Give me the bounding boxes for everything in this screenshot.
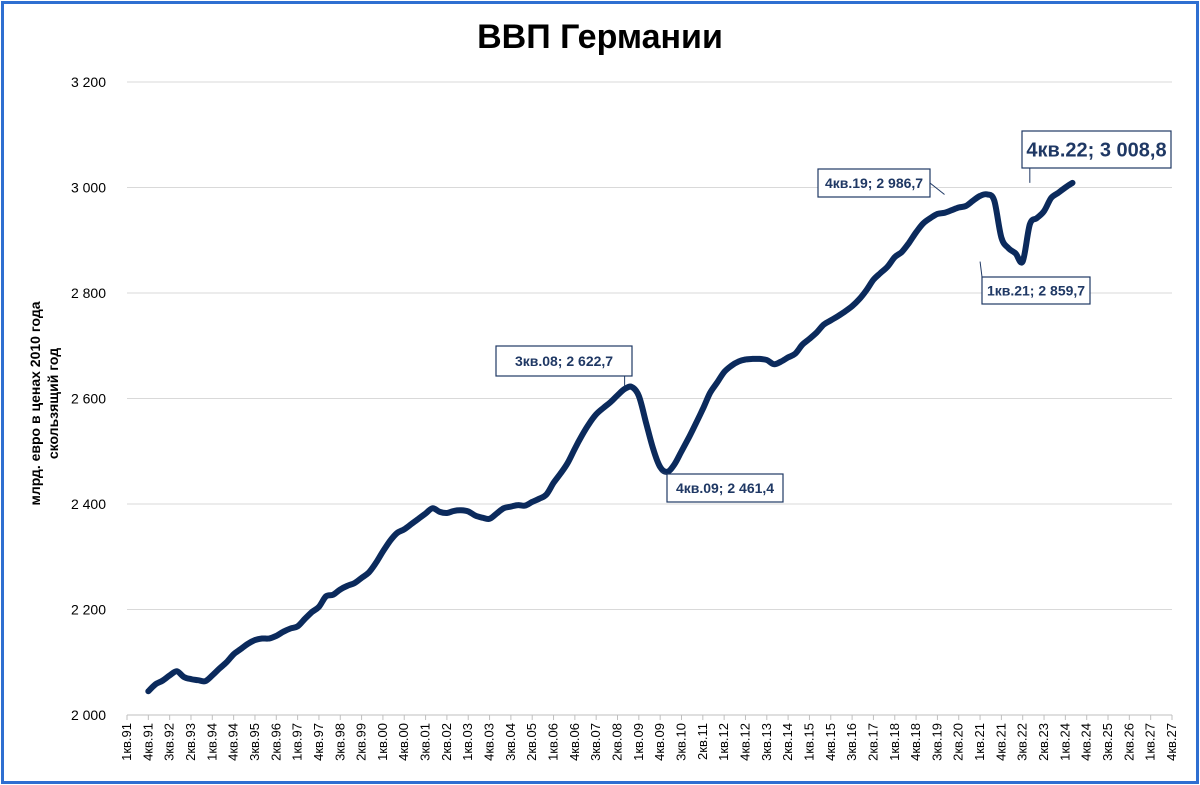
x-tick-label: 3кв.95 [247, 723, 262, 761]
x-tick-label: 2кв.20 [951, 723, 966, 761]
x-tick-label: 2кв.96 [268, 723, 283, 761]
x-tick-label: 2кв.17 [865, 723, 880, 761]
y-tick-label: 2 200 [71, 602, 106, 618]
series-line [145, 179, 1076, 695]
x-tick-label: 3кв.92 [162, 723, 177, 761]
annotations: 3кв.08; 2 622,7 4кв.09; 2 461,4 4кв.19; 2 … [495, 130, 1172, 503]
annotation-label: 4кв.09; 2 461,4 [676, 480, 774, 496]
annotation-callout: 3кв.08; 2 622,7 [495, 345, 633, 387]
annotation-leader [979, 261, 983, 278]
x-tick-label: 1кв.00 [375, 723, 390, 761]
x-tick-label: 1кв.09 [631, 723, 646, 761]
x-tick-label: 2кв.14 [780, 723, 795, 761]
x-tick-label: 1кв.06 [546, 723, 561, 761]
x-tick-label: 1кв.97 [290, 723, 305, 761]
series-group [145, 179, 1076, 695]
annotation-callout: 4кв.19; 2 986,7 [817, 168, 945, 198]
y-axis-ticks: 2 000 2 200 2 400 2 600 2 800 3 000 3 200 [71, 74, 106, 723]
x-tick-label: 2кв.23 [1036, 723, 1051, 761]
x-tick-label: 2кв.08 [610, 723, 625, 761]
x-tick-label: 4кв.09 [652, 723, 667, 761]
x-tick-label: 4кв.97 [311, 723, 326, 761]
y-tick-label: 2 000 [71, 707, 106, 723]
x-tick-label: 4кв.03 [482, 723, 497, 761]
x-tick-label: 2кв.11 [695, 723, 710, 760]
x-tick-label: 1кв.27 [1143, 723, 1158, 761]
annotation-box [495, 345, 633, 377]
x-tick-label: 3кв.07 [588, 723, 603, 761]
annotation-callout: 4кв.09; 2 461,4 [659, 471, 784, 503]
annotation-leader [929, 182, 945, 195]
x-tick-label: 3кв.01 [418, 723, 433, 761]
x-tick-label: 1кв.18 [887, 723, 902, 761]
x-tick-label: 3кв.13 [759, 723, 774, 761]
annotation-leader [659, 471, 668, 475]
y-axis-label-line: скользящий год [45, 348, 61, 459]
x-tick-label: 4кв.12 [737, 723, 752, 761]
x-tick-label: 2кв.93 [183, 723, 198, 761]
x-tick-label: 3кв.19 [929, 723, 944, 761]
annotation-callout: 1кв.21; 2 859,7 [979, 261, 1091, 305]
annotation-label: 1кв.21; 2 859,7 [987, 283, 1085, 299]
x-tick-label: 4кв.94 [226, 723, 241, 761]
annotation-box [1021, 130, 1172, 169]
x-tick-label: 2кв.99 [354, 723, 369, 761]
x-tick-label: 1кв.21 [972, 723, 987, 761]
x-tick-label: 4кв.18 [908, 723, 923, 761]
y-axis-label-line: млрд. евро в ценах 2010 года [27, 301, 43, 505]
x-tick-label: 3кв.04 [503, 723, 518, 761]
gridlines [127, 81, 1172, 716]
x-tick-label: 4кв.27 [1164, 723, 1179, 761]
annotation-box [981, 276, 1091, 305]
x-tick-label: 1кв.12 [716, 723, 731, 761]
annotation-box [817, 168, 931, 198]
x-tick-label: 3кв.98 [332, 723, 347, 761]
y-tick-label: 3 000 [71, 180, 106, 196]
annotation-label: 4кв.19; 2 986,7 [825, 175, 923, 191]
x-tick-label: 1кв.24 [1057, 723, 1072, 761]
x-tick-label: 4кв.06 [567, 723, 582, 761]
x-tick-label: 3кв.16 [844, 723, 859, 761]
x-tick-label: 4кв.91 [140, 723, 155, 761]
x-tick-label: 1кв.03 [460, 723, 475, 761]
x-tick-label: 3кв.25 [1100, 723, 1115, 761]
x-tick-label: 4кв.15 [823, 723, 838, 761]
y-tick-label: 2 400 [71, 496, 106, 512]
x-tick-label: 4кв.00 [396, 723, 411, 761]
x-tick-label: 1кв.15 [801, 723, 816, 761]
chart-title: ВВП Германии [477, 18, 723, 56]
x-axis-ticks: 1кв.91 4кв.91 3кв.92 2кв.93 1кв.94 4кв.94 3кв.… [119, 715, 1179, 761]
x-tick-label: 1кв.91 [119, 723, 134, 761]
x-tick-label: 2кв.26 [1121, 723, 1136, 761]
x-tick-label: 4кв.24 [1079, 723, 1094, 761]
y-tick-label: 2 800 [71, 285, 106, 301]
annotation-callout: 4кв.22; 3 008,8 [1021, 130, 1172, 183]
y-tick-label: 2 600 [71, 391, 106, 407]
y-axis-label: млрд. евро в ценах 2010 года скользящий г… [27, 301, 61, 505]
x-tick-label: 2кв.02 [439, 723, 454, 761]
x-tick-label: 1кв.94 [204, 723, 219, 761]
annotation-label: 4кв.22; 3 008,8 [1026, 140, 1166, 162]
annotation-label: 3кв.08; 2 622,7 [515, 353, 613, 369]
x-tick-label: 2кв.05 [524, 723, 539, 761]
x-tick-label: 3кв.22 [1015, 723, 1030, 761]
x-tick-label: 4кв.21 [993, 723, 1008, 761]
y-tick-label: 3 200 [71, 74, 106, 90]
x-tick-label: 3кв.10 [673, 723, 688, 761]
annotation-box [666, 473, 784, 503]
